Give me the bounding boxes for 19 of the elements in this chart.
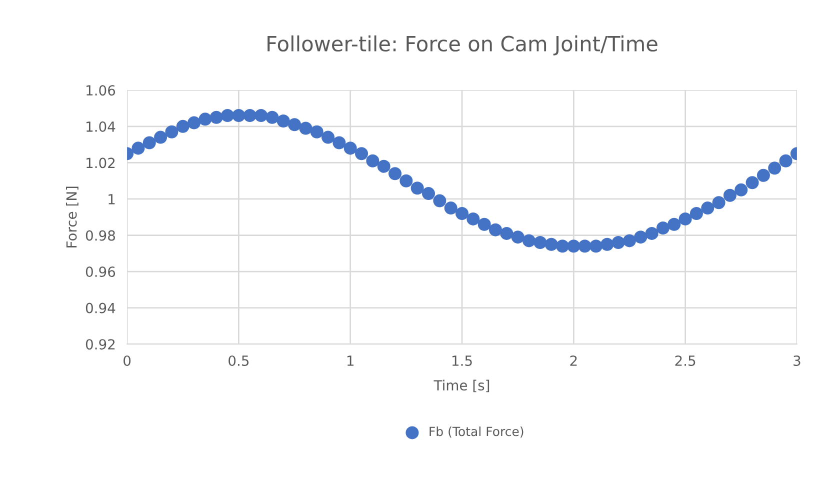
chart-title: Follower-tile: Force on Cam Joint/Time — [268, 35, 658, 56]
x-tick-label: 2.5 — [675, 355, 696, 366]
y-tick-label: 0.94 — [86, 302, 116, 314]
x-tick-label: 0.5 — [228, 355, 249, 366]
y-tick-label: 1.06 — [86, 85, 116, 96]
y-tick-label: 1.04 — [86, 121, 116, 132]
y-tick-label: 1.02 — [86, 158, 115, 168]
y-tick-label: 0.92 — [86, 339, 115, 350]
x-tick-label: 0 — [124, 355, 131, 366]
legend-label: Fb (Total Force) — [430, 426, 524, 438]
y-tick-label: 0.96 — [86, 266, 116, 278]
x-tick-label: 1.5 — [452, 356, 472, 366]
x-tick-label: 1 — [347, 356, 354, 366]
x-tick-label: 2 — [570, 355, 577, 366]
x-axis-title: Time [s] — [434, 380, 490, 392]
y-tick-label: 1 — [108, 194, 115, 204]
y-tick-label: 0.98 — [86, 230, 115, 241]
y-axis-title: Force [N] — [66, 186, 78, 248]
x-tick-label: 3 — [794, 355, 800, 366]
